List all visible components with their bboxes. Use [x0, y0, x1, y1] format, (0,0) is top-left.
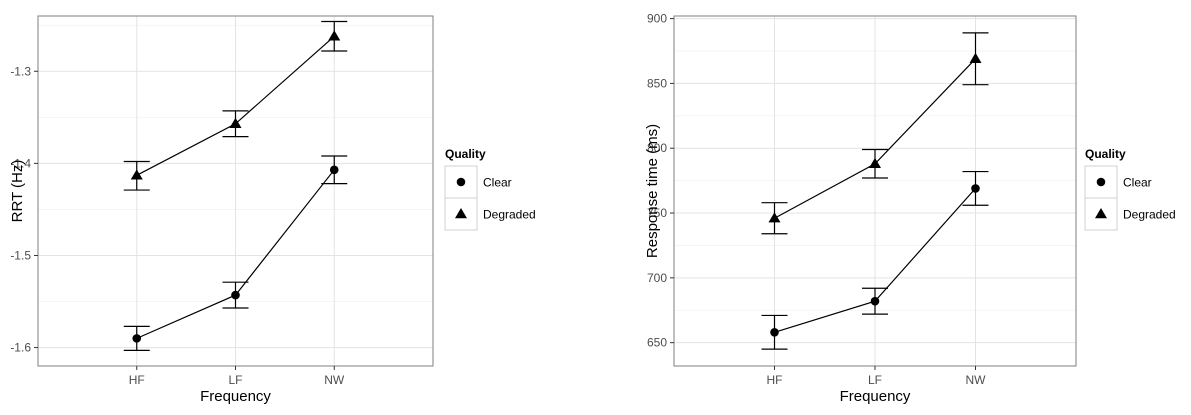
- series-degraded: [123, 20, 348, 191]
- legend-key-marker: [456, 177, 466, 187]
- data-point: [971, 184, 980, 193]
- legend-label: Degraded: [1123, 208, 1176, 222]
- y-tick-label: 750: [647, 206, 667, 220]
- data-point: [328, 30, 341, 41]
- y-tick-label: 800: [647, 141, 667, 155]
- legend: Quality Clear Degraded: [1084, 147, 1176, 231]
- data-point: [132, 334, 142, 343]
- data-point: [231, 290, 240, 300]
- data-point: [870, 296, 880, 306]
- y-tick-label: -1.6: [10, 341, 31, 355]
- y-tick-label: 850: [647, 76, 667, 90]
- y-axis-title: RRT (Hz): [9, 160, 26, 223]
- x-tick-label: NW: [324, 373, 345, 387]
- y-tick-label: -1.3: [10, 64, 31, 78]
- legend-key: [444, 197, 478, 231]
- chart-2: 650 700 750 800 850 900 HF LF NW Frequency Respons…: [644, 12, 1176, 405]
- y-tick-label: 700: [647, 271, 667, 285]
- x-tick-label: LF: [228, 373, 242, 387]
- legend-key-marker: [1095, 208, 1107, 219]
- chart-1: -1.6 -1.5 -1.4 -1.3 HF LF NW Frequency RRT (Hz) Q…: [9, 15, 536, 405]
- legend-key-marker: [455, 208, 467, 219]
- x-axis-title: Frequency: [840, 388, 911, 405]
- legend-key: [1084, 197, 1118, 231]
- x-tick-label: HF: [129, 373, 145, 387]
- x-tick-label: LF: [868, 373, 882, 387]
- data-point: [768, 212, 781, 223]
- x-tick-label: HF: [767, 373, 783, 387]
- y-tick-label: 650: [647, 336, 667, 350]
- series-degraded: [761, 32, 989, 235]
- legend-title: Quality: [1085, 147, 1126, 161]
- legend-label: Clear: [483, 176, 512, 190]
- data-point: [770, 327, 779, 337]
- x-tick-label: NW: [966, 373, 987, 387]
- series-clear: [761, 170, 989, 350]
- legend-title: Quality: [445, 147, 486, 161]
- y-tick-label: -1.5: [10, 248, 31, 262]
- x-axis-title: Frequency: [200, 388, 271, 405]
- legend-label: Degraded: [483, 208, 536, 222]
- legend: Quality Clear Degraded: [444, 147, 536, 231]
- legend-key-marker: [1096, 177, 1106, 187]
- data-point: [969, 52, 982, 63]
- series-clear: [123, 155, 348, 351]
- y-axis-title: Response time (ms): [644, 124, 661, 258]
- y-tick-label: -1.4: [10, 156, 31, 170]
- data-point: [329, 165, 339, 175]
- data-point: [869, 157, 881, 168]
- legend-label: Clear: [1123, 176, 1152, 190]
- data-point: [130, 169, 143, 180]
- data-point: [229, 117, 242, 128]
- y-tick-label: 900: [647, 12, 667, 26]
